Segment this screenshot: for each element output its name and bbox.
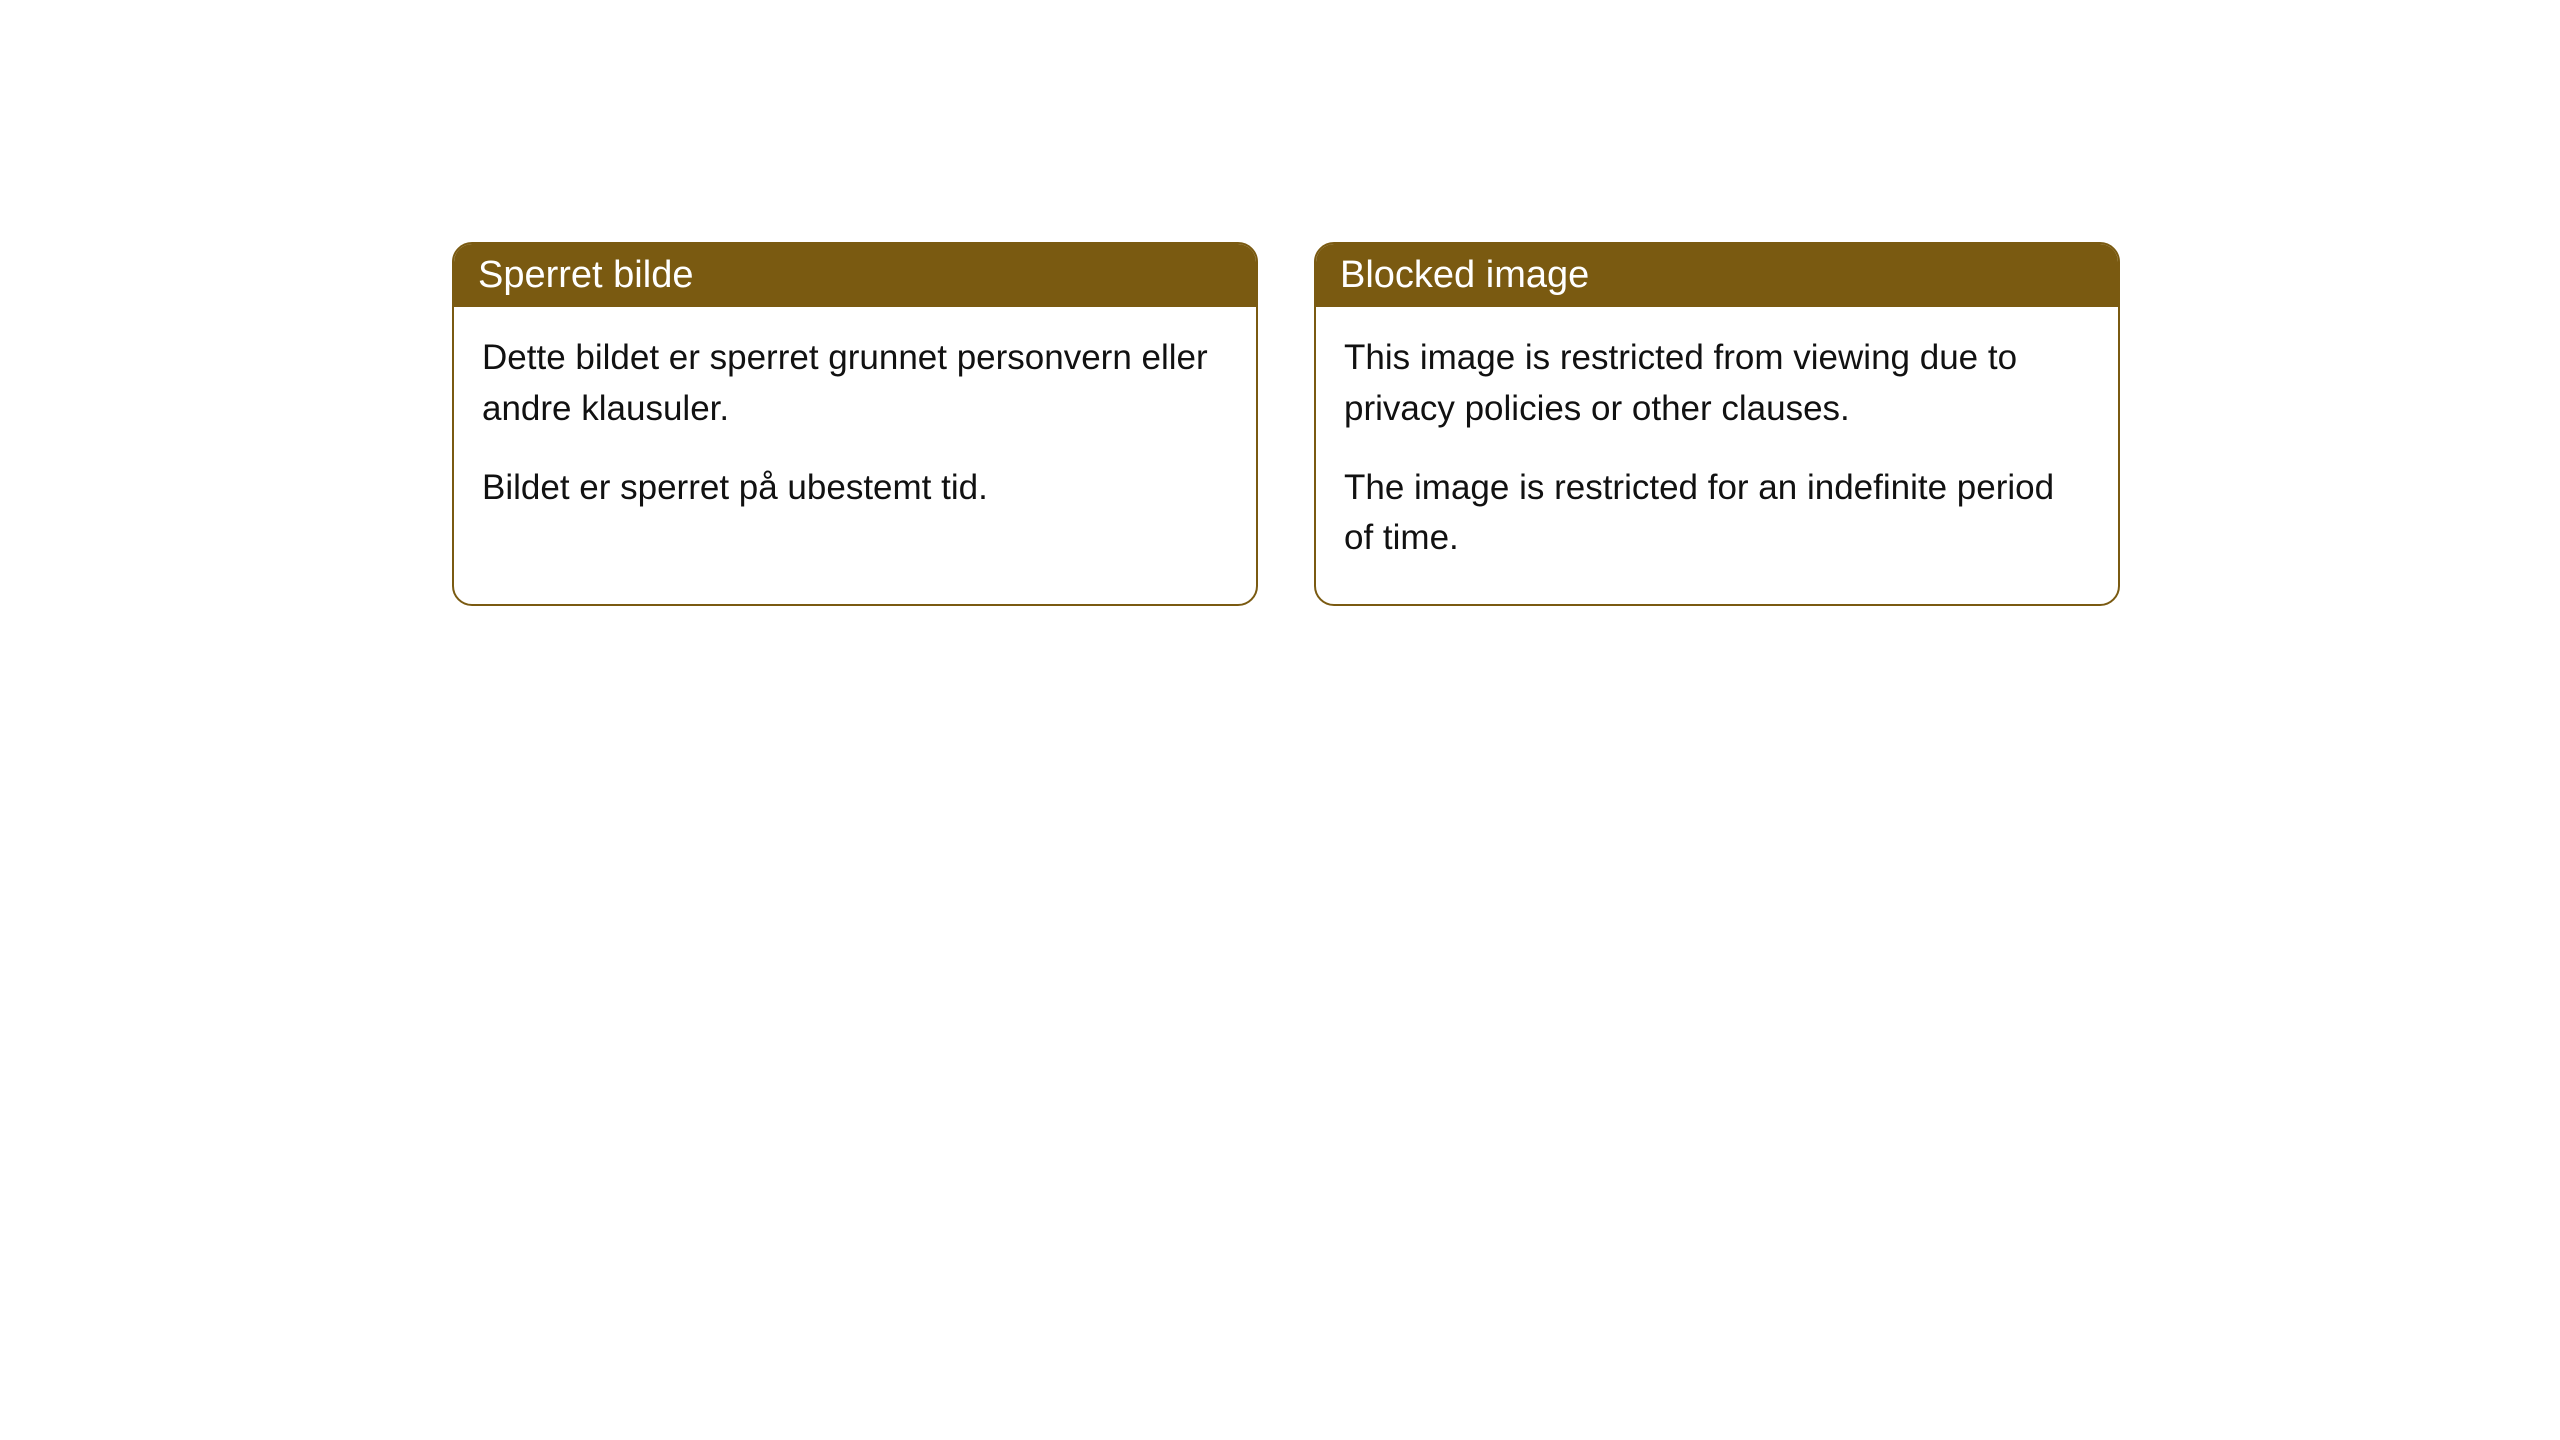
card-header: Blocked image: [1316, 244, 2118, 307]
notice-container: Sperret bilde Dette bildet er sperret gr…: [0, 0, 2560, 606]
card-paragraph: Dette bildet er sperret grunnet personve…: [482, 333, 1228, 435]
card-paragraph: This image is restricted from viewing du…: [1344, 333, 2090, 435]
card-header: Sperret bilde: [454, 244, 1256, 307]
card-body: This image is restricted from viewing du…: [1316, 307, 2118, 604]
card-paragraph: Bildet er sperret på ubestemt tid.: [482, 463, 1228, 514]
blocked-image-card-no: Sperret bilde Dette bildet er sperret gr…: [452, 242, 1258, 606]
blocked-image-card-en: Blocked image This image is restricted f…: [1314, 242, 2120, 606]
card-paragraph: The image is restricted for an indefinit…: [1344, 463, 2090, 565]
card-body: Dette bildet er sperret grunnet personve…: [454, 307, 1256, 553]
card-title: Sperret bilde: [478, 254, 693, 296]
card-title: Blocked image: [1340, 254, 1589, 296]
